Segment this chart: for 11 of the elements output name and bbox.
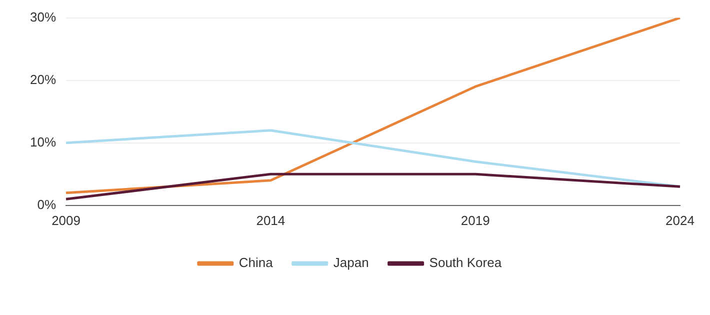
x-tick-label: 2009: [52, 212, 80, 228]
x-tick-label: 2014: [256, 212, 286, 228]
x-tick-label: 2024: [666, 212, 694, 228]
legend-label: Japan: [333, 255, 369, 270]
y-tick-label: 0%: [37, 196, 56, 212]
y-tick-label: 30%: [30, 9, 56, 24]
legend-label: China: [238, 255, 274, 270]
legend-label: South Korea: [429, 255, 502, 270]
x-tick-label: 2019: [460, 212, 490, 228]
y-tick-label: 10%: [30, 134, 56, 150]
y-tick-label: 20%: [30, 72, 56, 87]
